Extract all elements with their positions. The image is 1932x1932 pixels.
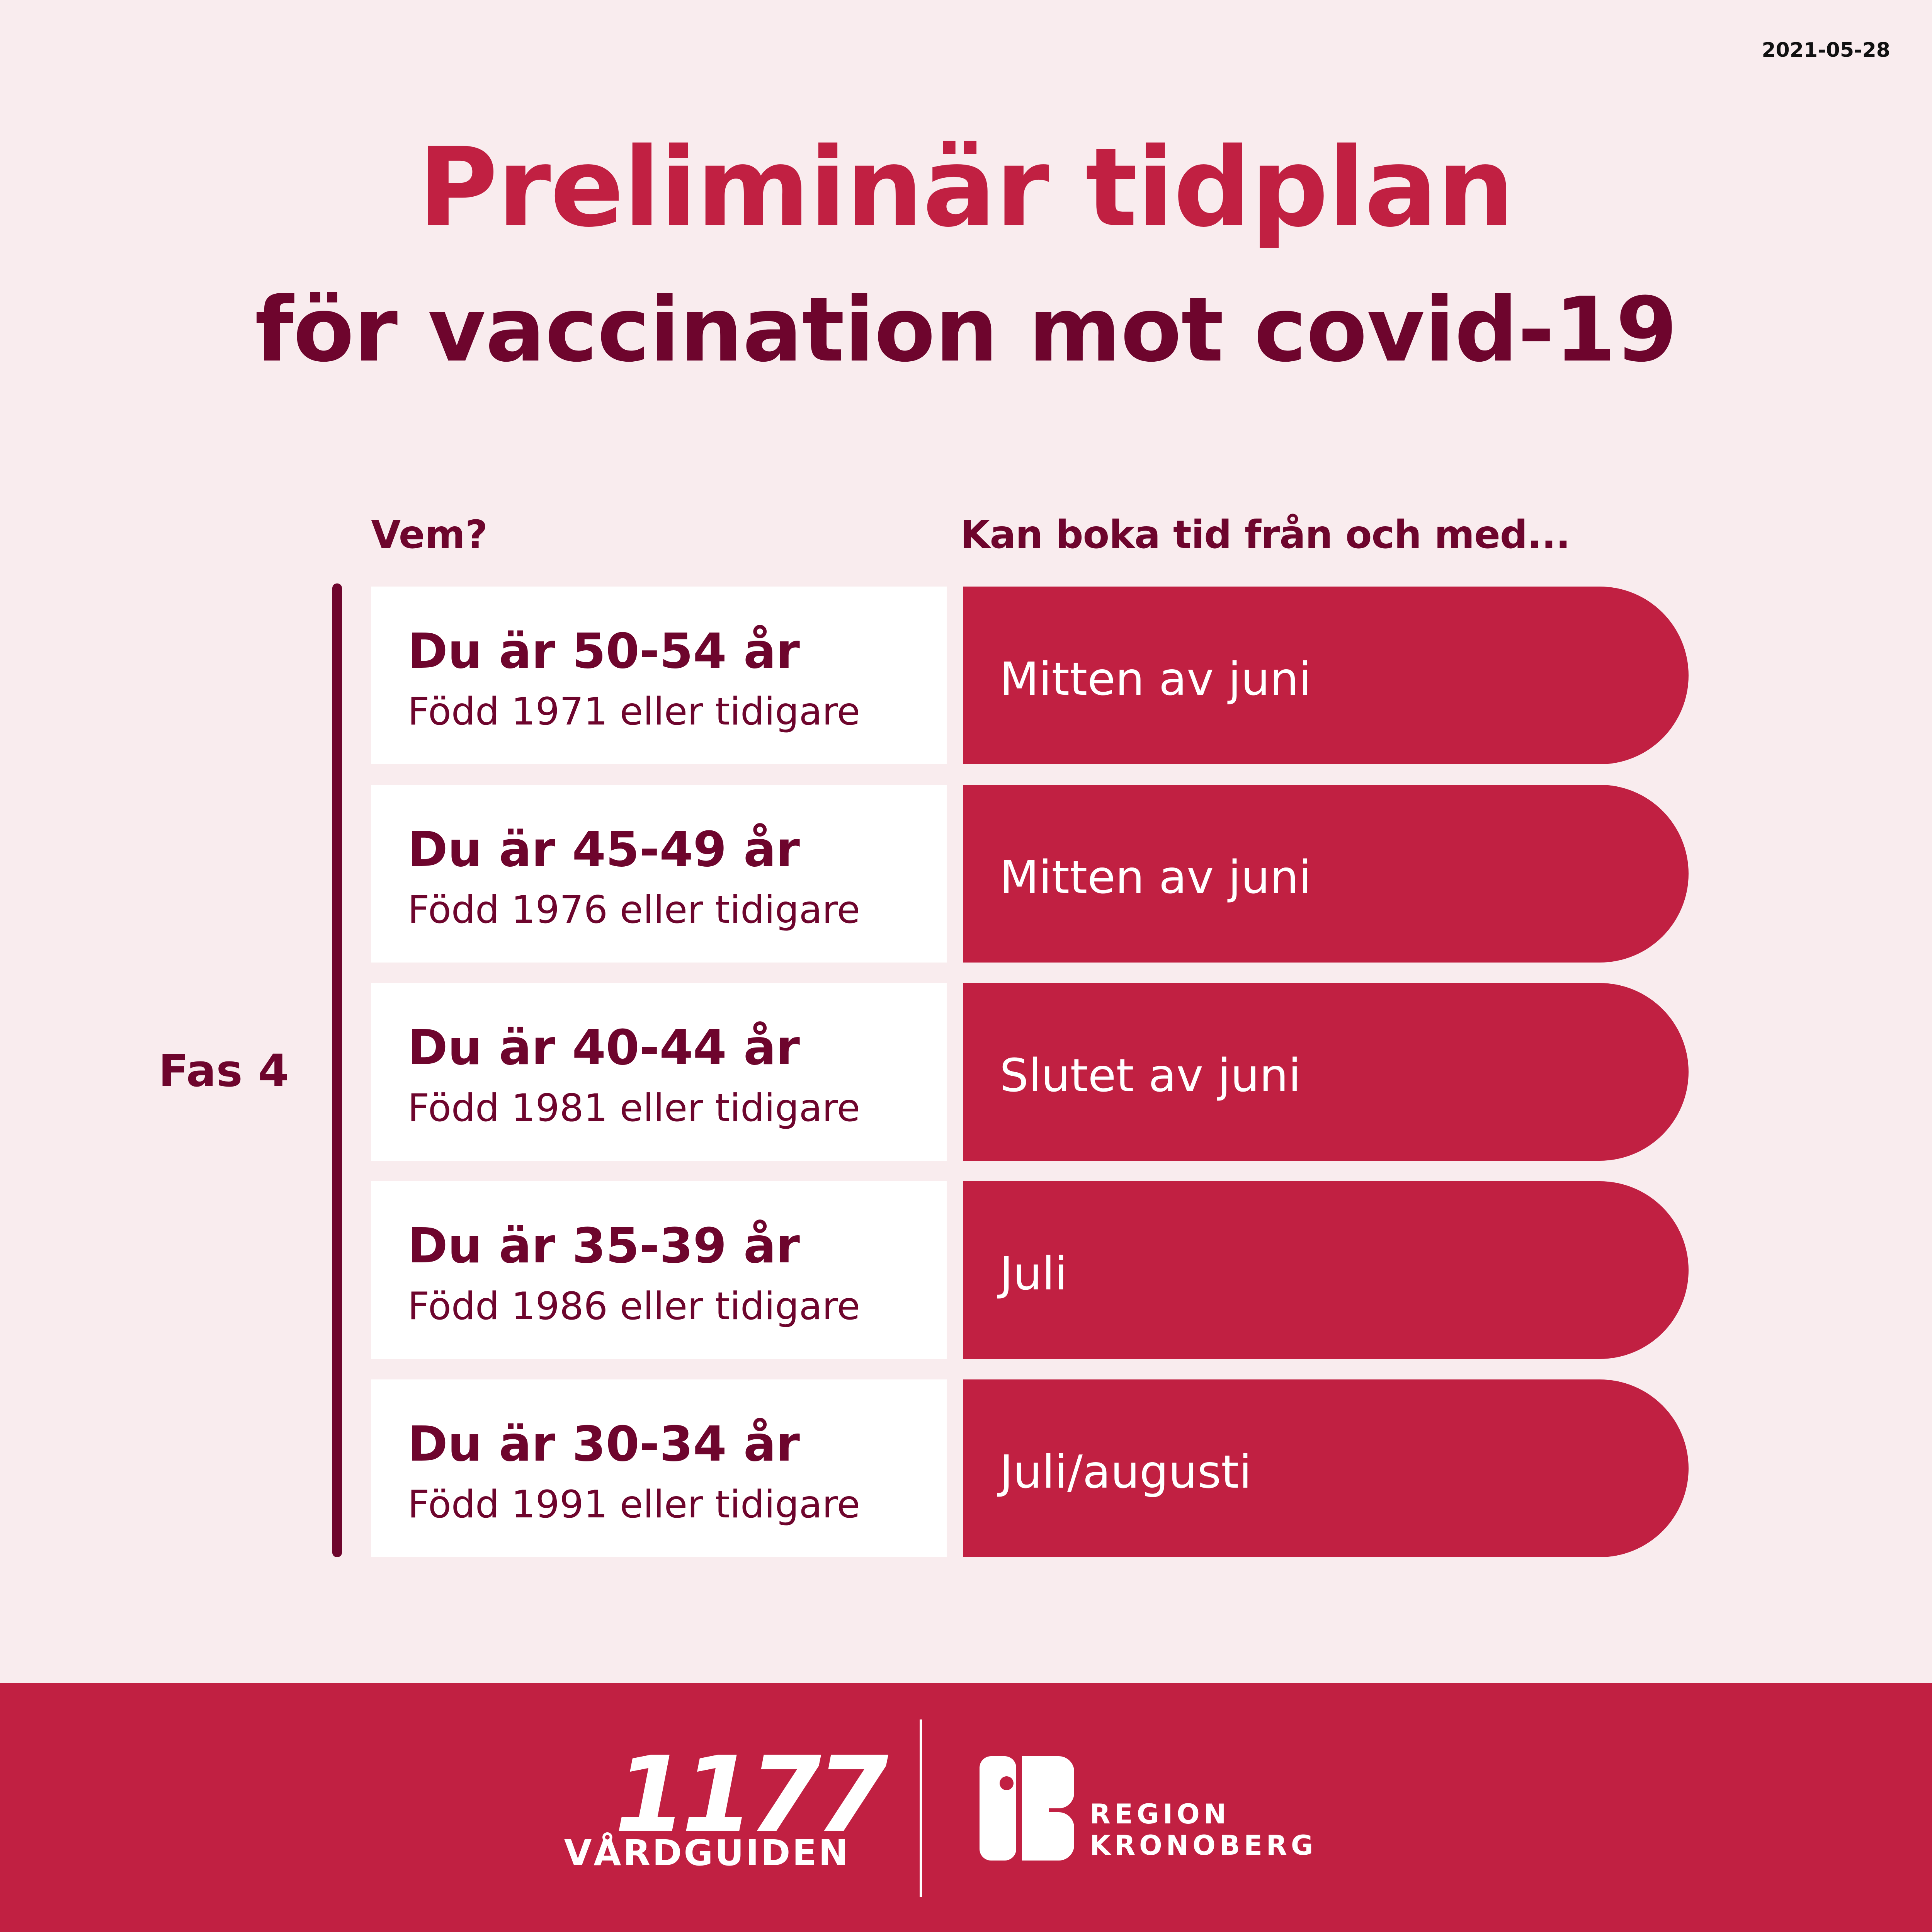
footer-divider <box>920 1719 922 1897</box>
column-header-when: Kan boka tid från och med... <box>960 512 1570 557</box>
when-cell: Juli/augusti <box>963 1379 1689 1557</box>
region-kronoberg-logo-icon <box>980 1756 1074 1861</box>
when-cell: Slutet av juni <box>963 983 1689 1161</box>
vardguiden-logo-number: 1177 <box>614 1734 888 1855</box>
region-name-line2: KRONOBERG <box>1090 1829 1317 1861</box>
age-group-label: Du är 35-39 år <box>408 1218 800 1274</box>
age-group-label: Du är 50-54 år <box>408 623 800 679</box>
booking-time-label: Mitten av juni <box>1000 652 1311 706</box>
footer-bar: 1177 VÅRDGUIDEN REGION KRONOBERG <box>0 1683 1932 1932</box>
who-cell: Du är 50-54 år Född 1971 eller tidigare <box>371 587 947 764</box>
page-subtitle: för vaccination mot covid-19 <box>255 279 1678 382</box>
publication-date: 2021-05-28 <box>1762 39 1890 62</box>
schedule-row: Du är 40-44 år Född 1981 eller tidigare … <box>371 983 1689 1161</box>
schedule-row: Du är 45-49 år Född 1976 eller tidigare … <box>371 785 1689 963</box>
schedule-row: Du är 30-34 år Född 1991 eller tidigare … <box>371 1379 1689 1557</box>
booking-time-label: Mitten av juni <box>1000 850 1311 904</box>
schedule-row: Du är 50-54 år Född 1971 eller tidigare … <box>371 587 1689 764</box>
age-group-label: Du är 30-34 år <box>408 1416 800 1472</box>
birth-year-label: Född 1991 eller tidigare <box>408 1483 861 1527</box>
who-cell: Du är 30-34 år Född 1991 eller tidigare <box>371 1379 947 1557</box>
who-cell: Du är 40-44 år Född 1981 eller tidigare <box>371 983 947 1161</box>
booking-time-label: Juli/augusti <box>1000 1445 1252 1498</box>
phase-label: Fas 4 <box>158 1045 289 1097</box>
region-name-line1: REGION <box>1090 1798 1230 1830</box>
when-cell: Mitten av juni <box>963 785 1689 963</box>
age-group-label: Du är 45-49 år <box>408 821 800 878</box>
when-cell: Mitten av juni <box>963 587 1689 764</box>
region-kronoberg-name: REGION KRONOBERG <box>1090 1799 1317 1861</box>
birth-year-label: Född 1971 eller tidigare <box>408 690 861 734</box>
booking-time-label: Juli <box>1000 1247 1068 1300</box>
page-title: Preliminär tidplan <box>418 124 1515 251</box>
column-header-who: Vem? <box>371 512 488 557</box>
phase-bracket-line <box>332 583 342 1557</box>
birth-year-label: Född 1986 eller tidigare <box>408 1284 861 1328</box>
booking-time-label: Slutet av juni <box>1000 1049 1301 1102</box>
who-cell: Du är 35-39 år Född 1986 eller tidigare <box>371 1181 947 1359</box>
birth-year-label: Född 1981 eller tidigare <box>408 1086 861 1130</box>
schedule-row: Du är 35-39 år Född 1986 eller tidigare … <box>371 1181 1689 1359</box>
age-group-label: Du är 40-44 år <box>408 1020 800 1076</box>
when-cell: Juli <box>963 1181 1689 1359</box>
vardguiden-logo-name: VÅRDGUIDEN <box>564 1832 850 1874</box>
birth-year-label: Född 1976 eller tidigare <box>408 888 861 932</box>
who-cell: Du är 45-49 år Född 1976 eller tidigare <box>371 785 947 963</box>
